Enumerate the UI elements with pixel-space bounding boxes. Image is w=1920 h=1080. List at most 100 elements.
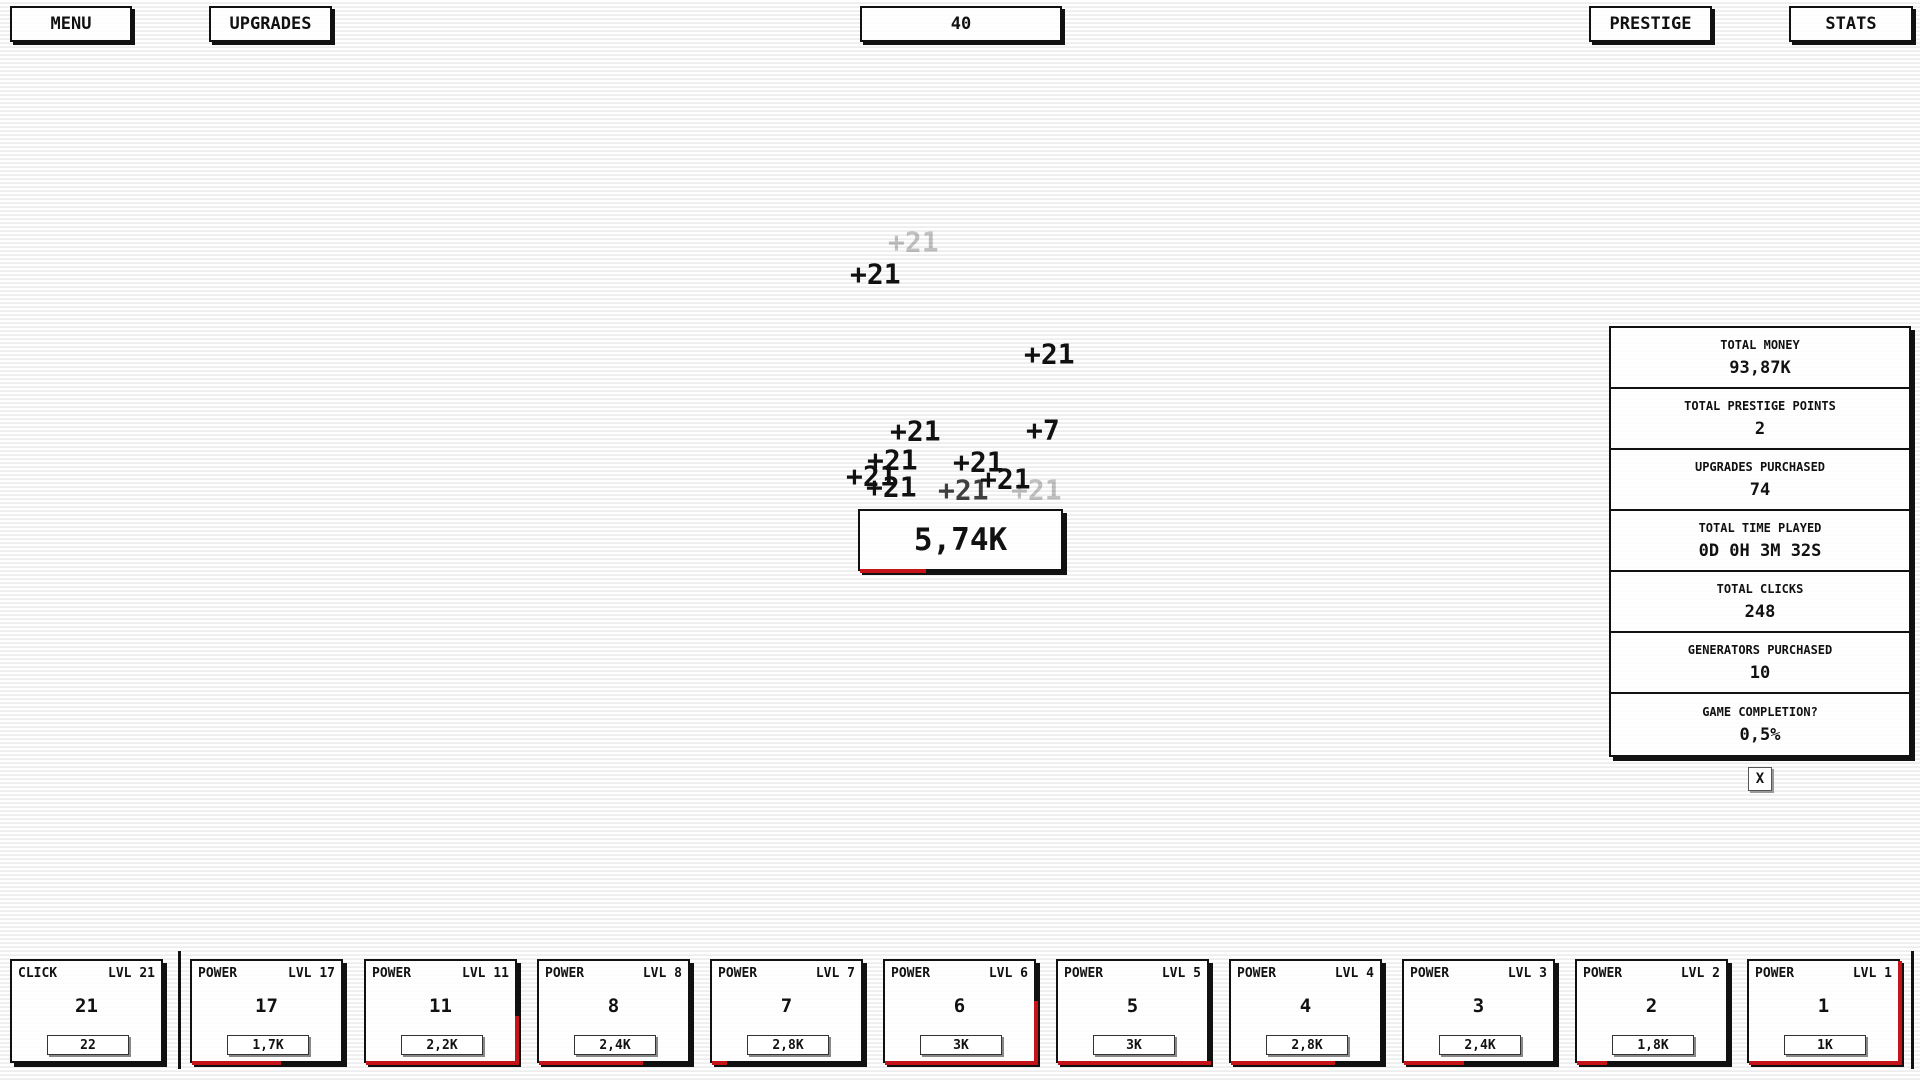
card-type: CLICK [18,966,58,981]
floating-gain-text: +21 [953,445,1004,479]
stat-row: TOTAL TIME PLAYED 0D 0H 3M 32S [1611,511,1909,572]
stat-value: 0,5% [1739,724,1781,745]
stat-row: TOTAL PRESTIGE POINTS 2 [1611,389,1909,450]
stat-label: TOTAL MONEY [1720,337,1800,352]
card-type: POWER [545,966,585,981]
click-upgrade-card[interactable]: CLICK LVL 21 21 22 [10,959,163,1063]
card-value: 2 [1645,995,1658,1017]
buy-button[interactable]: 3K [920,1035,1002,1055]
card-progress-side [515,1016,519,1065]
card-value: 11 [429,995,452,1017]
card-progress-bottom [1231,1061,1336,1065]
buy-button[interactable]: 22 [47,1035,129,1055]
stat-label: GENERATORS PURCHASED [1687,642,1833,657]
stat-value: 0D 0H 3M 32S [1698,540,1822,561]
power-generator-card[interactable]: POWER LVL 7 7 2,8K [710,959,863,1065]
stat-row: GAME COMPLETION? 0,5% [1611,694,1909,755]
card-value: 5 [1126,995,1139,1017]
card-progress-bottom [539,1061,644,1065]
floating-gain-text: +21 [866,470,917,504]
stat-label: TOTAL TIME PLAYED [1698,520,1822,535]
card-level: LVL 1 [1852,966,1892,981]
floating-gain-text: +21 [980,462,1031,496]
buy-button[interactable]: 3K [1093,1035,1175,1055]
buy-button[interactable]: 2,4K [574,1035,656,1055]
stat-value: 74 [1749,479,1771,500]
card-value: 3 [1472,995,1485,1017]
card-progress-bottom [1577,1061,1607,1065]
card-value: 6 [953,995,966,1017]
card-progress-bottom [1404,1061,1464,1065]
card-level: LVL 2 [1680,966,1720,981]
buy-button[interactable]: 1,7K [227,1035,309,1055]
card-type: POWER [1237,966,1277,981]
buy-button[interactable]: 2,2K [401,1035,483,1055]
power-generator-card[interactable]: POWER LVL 6 6 3K [883,959,1038,1065]
floating-gain-text: +21 [846,459,897,493]
card-value: 4 [1299,995,1312,1017]
close-stats-button[interactable]: X [1748,767,1772,791]
stat-label: UPGRADES PURCHASED [1694,459,1826,474]
buy-button[interactable]: 1K [1784,1035,1866,1055]
power-generator-card[interactable]: POWER LVL 3 3 2,4K [1402,959,1555,1065]
power-generator-card[interactable]: POWER LVL 1 1 1K [1747,959,1902,1065]
menu-button[interactable]: MENU [10,6,132,42]
card-value: 8 [607,995,620,1017]
buy-button[interactable]: 2,8K [747,1035,829,1055]
card-level: LVL 4 [1334,966,1374,981]
card-level: LVL 11 [462,966,509,981]
stat-label: GAME COMPLETION? [1702,704,1818,719]
card-level: LVL 6 [988,966,1028,981]
card-value: 21 [75,995,98,1017]
buy-button[interactable]: 1,8K [1612,1035,1694,1055]
card-progress-bottom [712,1061,727,1065]
card-type: POWER [198,966,238,981]
card-divider [178,951,181,1069]
card-value: 1 [1817,995,1830,1017]
card-type: POWER [1064,966,1104,981]
stats-panel: TOTAL MONEY 93,87K TOTAL PRESTIGE POINTS 2 U… [1609,326,1911,757]
power-generator-card[interactable]: POWER LVL 8 8 2,4K [537,959,690,1065]
power-generator-card[interactable]: POWER LVL 2 2 1,8K [1575,959,1728,1065]
stat-value: 93,87K [1729,357,1791,378]
stat-label: TOTAL PRESTIGE POINTS [1684,398,1836,413]
card-progress-bottom [366,1061,519,1065]
money-progress-bar [860,569,927,573]
card-level: LVL 8 [642,966,682,981]
card-type: POWER [1583,966,1623,981]
power-generator-card[interactable]: POWER LVL 17 17 1,7K [190,959,343,1065]
power-generator-card[interactable]: POWER LVL 5 5 3K [1056,959,1211,1065]
money-click-button[interactable]: 5,74K [858,509,1063,573]
floating-gain-text: +21 [1011,473,1062,507]
prestige-button[interactable]: PRESTIGE [1589,6,1712,42]
card-progress-bottom [1058,1061,1211,1065]
card-edge-divider [1911,951,1914,1069]
stat-row: TOTAL MONEY 93,87K [1611,328,1909,389]
floating-gain-text: +21 [888,225,939,259]
card-level: LVL 3 [1507,966,1547,981]
card-progress-bottom [885,1061,1038,1065]
stat-label: TOTAL CLICKS [1716,581,1804,596]
card-progress-bottom [1749,1061,1902,1065]
stats-button[interactable]: STATS [1789,6,1913,42]
card-type: POWER [1410,966,1450,981]
power-generator-card[interactable]: POWER LVL 11 11 2,2K [364,959,519,1065]
floating-gain-text: +21 [890,414,941,448]
card-type: POWER [372,966,412,981]
stat-row: TOTAL CLICKS 248 [1611,572,1909,633]
power-generator-card[interactable]: POWER LVL 4 4 2,8K [1229,959,1382,1065]
floating-gain-text: +21 [850,257,901,291]
card-level: LVL 5 [1161,966,1201,981]
buy-button[interactable]: 2,8K [1266,1035,1348,1055]
buy-button[interactable]: 2,4K [1439,1035,1521,1055]
card-type: POWER [1755,966,1795,981]
card-level: LVL 7 [815,966,855,981]
stat-value: 10 [1749,662,1771,683]
floating-gain-text: +21 [867,443,918,477]
card-progress-side [1034,1001,1038,1065]
card-level: LVL 17 [288,966,335,981]
card-progress-bottom [192,1061,282,1065]
stat-value: 248 [1744,601,1776,622]
stat-row: GENERATORS PURCHASED 10 [1611,633,1909,694]
upgrades-button[interactable]: UPGRADES [209,6,332,42]
